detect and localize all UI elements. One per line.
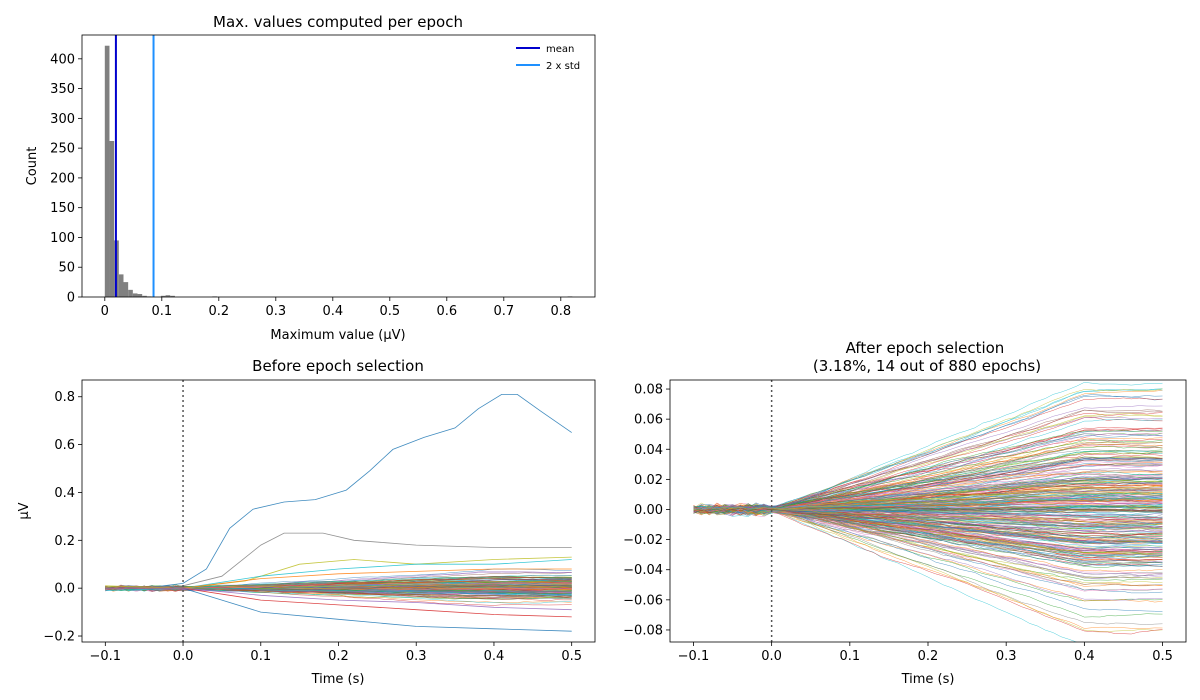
before-y-tick-label: 0.4 [54,486,75,501]
histogram-x-tick-label: 0.8 [550,304,571,319]
histogram-bar [160,295,166,297]
histogram-y-label: Count [25,147,40,186]
after-y-tick-label: −0.02 [623,533,663,548]
after-y-tick-label: 0.02 [634,473,663,488]
histogram-axes-frame [81,34,596,298]
epoch-trace-highlight [105,532,572,589]
histogram-bar [128,289,133,297]
before-x-tick-label: 0.1 [250,649,271,664]
before-y-tick-label: 0.8 [54,390,75,405]
histogram-title: Max. values computed per epoch [213,13,463,31]
histogram-y-tick-label: 200 [50,171,75,186]
after-y-tick-label: −0.04 [623,563,663,578]
histogram-x-tick-label: 0.5 [379,304,400,319]
epoch-trace [693,503,1163,509]
after-y-ticks: −0.08 −0.06 −0.04 −0.02 0.00 0.02 0.04 0.06 0.08 [623,383,670,638]
histogram-y-tick-label: 50 [58,261,75,276]
after-y-tick-label: 0.04 [634,443,663,458]
after-y-tick-label: 0.08 [634,383,663,398]
histogram-y-tick-label: 300 [50,112,75,127]
epoch-trace [693,507,1163,541]
after-panel-subtitle: (3.18%, 14 out of 880 epochs) [813,357,1041,375]
before-x-tick-label: −0.1 [90,649,122,664]
before-x-label: Time (s) [311,672,365,687]
after-y-tick-label: −0.06 [623,593,663,608]
histogram-x-tick-label: 0.4 [322,304,343,319]
epoch-trace [105,585,572,596]
after-x-tick-label: 0.1 [839,649,860,664]
epoch-trace [105,585,572,593]
before-x-tick-label: 0.4 [484,649,505,664]
after-x-tick-label: 0.0 [761,649,782,664]
histogram-bar [123,282,129,297]
histogram-bar [137,294,143,297]
before-y-label: μV [17,502,32,519]
epoch-trace-highlight [105,393,572,589]
histogram-bar [109,140,115,297]
epoch-trace [693,382,1163,517]
after-x-tick-label: 0.4 [1074,649,1095,664]
histogram-bar [165,295,171,297]
histogram-x-label: Maximum value (μV) [270,328,405,343]
histogram-x-tick-label: 0.1 [151,304,172,319]
after-x-tick-label: 0.2 [918,649,939,664]
histogram-x-tick-label: 0.7 [493,304,514,319]
before-panel-title: Before epoch selection [252,357,424,375]
epoch-trace-highlight [105,587,572,632]
histogram-y-tick-label: 0 [67,291,75,306]
histogram-bar [104,45,110,297]
histogram-legend: mean 2 x std [516,44,580,72]
legend-label-2x-std: 2 x std [546,61,580,72]
histogram-x-tick-label: 0 [101,304,109,319]
histogram-x-tick-label: 0.3 [265,304,286,319]
epoch-trace [693,507,1163,592]
histogram-reference-lines [114,35,155,297]
epoch-trace [105,584,572,590]
after-x-ticks: −0.1 0.0 0.1 0.2 0.3 0.4 0.5 [678,642,1173,664]
after-x-label: Time (s) [901,672,955,687]
before-x-tick-label: 0.0 [173,649,194,664]
histogram-y-tick-label: 400 [50,52,75,67]
after-x-tick-label: −0.1 [678,649,710,664]
before-x-tick-label: 0.2 [328,649,349,664]
before-y-tick-label: 0.0 [54,582,75,597]
epoch-trace [693,505,1163,513]
histogram-bar [170,295,175,297]
histogram-y-tick-label: 250 [50,142,75,157]
histogram-x-tick-label: 0.2 [208,304,229,319]
before-y-tick-label: 0.2 [54,534,75,549]
histogram-y-tick-label: 100 [50,231,75,246]
after-selection-panel: After epoch selection (3.18%, 14 out of … [623,339,1187,687]
histogram-bar [118,274,124,297]
histogram-panel: Max. values computed per epoch 0 0.1 0.2 0.… [25,13,596,343]
histogram-y-tick-label: 150 [50,201,75,216]
histogram-y-tick-label: 350 [50,82,75,97]
before-x-ticks: −0.1 0.0 0.1 0.2 0.3 0.4 0.5 [90,642,582,664]
after-panel-title: After epoch selection [846,339,1005,357]
before-y-tick-label: 0.6 [54,438,75,453]
before-y-tick-label: −0.2 [43,630,75,645]
histogram-x-tick-label: 0.6 [436,304,457,319]
after-y-tick-label: −0.08 [623,623,663,638]
after-y-tick-label: 0.06 [634,413,663,428]
before-y-ticks: −0.2 0.0 0.2 0.4 0.6 0.8 [43,390,82,645]
before-x-tick-label: 0.3 [406,649,427,664]
epoch-trace [693,506,1163,564]
before-selection-panel: Before epoch selection −0.1 0.0 0.1 0.2 0.3 0… [17,357,596,687]
histogram-bar [142,295,147,297]
after-x-tick-label: 0.5 [1152,649,1173,664]
epoch-trace [693,506,1163,513]
epoch-trace-highlight [105,587,572,611]
after-y-tick-label: 0.00 [634,503,663,518]
histogram-x-ticks: 0 0.1 0.2 0.3 0.4 0.5 0.6 0.7 0.8 [101,297,571,319]
before-x-tick-label: 0.5 [561,649,582,664]
histogram-bar [132,293,138,297]
histogram-y-ticks: 0 50 100 150 200 250 300 350 400 [50,52,82,306]
after-x-tick-label: 0.3 [996,649,1017,664]
legend-label-mean: mean [546,44,574,55]
